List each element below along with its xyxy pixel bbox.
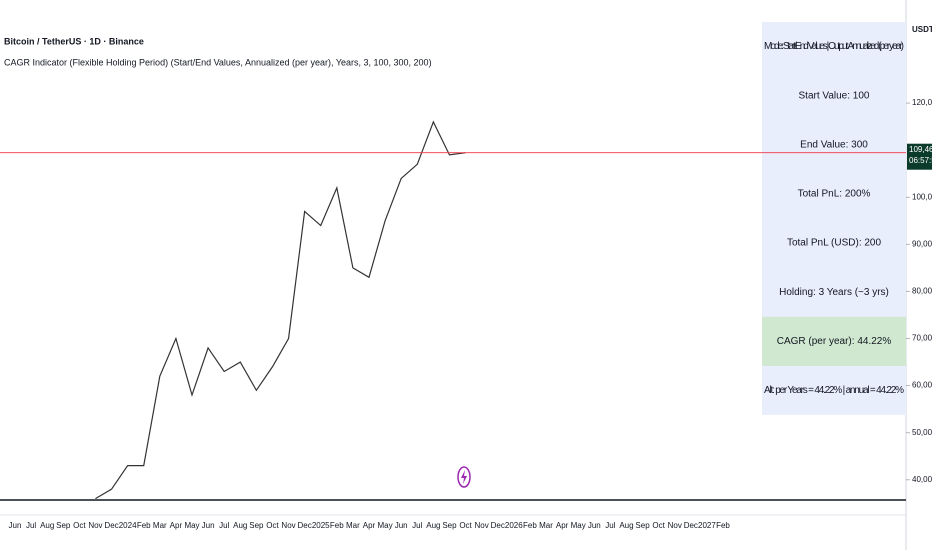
x-tick-label: Dec [491, 521, 505, 530]
y-tick-label: 70,000.00 [912, 334, 932, 343]
x-tick-label: Dec [298, 521, 312, 530]
x-tick-label: Feb [523, 521, 537, 530]
x-tick-label: Sep [442, 521, 457, 530]
countdown: 06:57:56 [909, 156, 932, 165]
x-tick-label: May [571, 521, 586, 530]
x-tick-label: Feb [716, 521, 730, 530]
y-tick-label: 60,000.00 [912, 381, 932, 390]
table-cell: Alt: per Years = 44.22% | annual = 44.22… [764, 385, 904, 396]
x-tick-label: Jul [605, 521, 615, 530]
x-tick-label: Nov [668, 521, 682, 530]
x-tick-label: 2026 [505, 521, 523, 530]
x-tick-label: Jun [9, 521, 22, 530]
x-tick-label: Feb [137, 521, 151, 530]
y-tick-label: 120,000.00 [912, 98, 932, 107]
x-tick-label: May [378, 521, 393, 530]
indicator-title: CAGR Indicator (Flexible Holding Period)… [4, 57, 432, 67]
x-tick-label: Mar [153, 521, 167, 530]
x-tick-label: Jun [395, 521, 408, 530]
lightning-icon[interactable] [457, 466, 471, 488]
x-tick-label: Nov [88, 521, 102, 530]
y-tick-label: 80,000.00 [912, 287, 932, 296]
x-tick-label: Jul [412, 521, 422, 530]
highlight-row [762, 316, 906, 366]
x-tick-label: Aug [40, 521, 54, 530]
x-tick-label: Oct [73, 521, 86, 530]
x-tick-label: Jul [219, 521, 229, 530]
x-tick-label: Mar [346, 521, 360, 530]
x-tick-label: Sep [635, 521, 650, 530]
x-tick-label: Apr [363, 521, 376, 530]
table-cell: Start Value: 100 [799, 90, 870, 101]
table-cell: End Value: 300 [800, 139, 868, 150]
x-tick-label: Feb [330, 521, 344, 530]
table-cell: CAGR (per year): 44.22% [777, 336, 892, 347]
lightning [461, 470, 467, 484]
x-tick-label: Sep [56, 521, 71, 530]
y-tick-label: 50,000.00 [912, 428, 932, 437]
x-tick-label: Dec [104, 521, 118, 530]
x-tick-label: Dec [684, 521, 698, 530]
x-tick-label: Aug [619, 521, 633, 530]
y-tick-label: 40,000.00 [912, 475, 932, 484]
y-tick-label: 90,000.00 [912, 239, 932, 248]
x-tick-label: 2027 [698, 521, 716, 530]
x-tick-label: Jun [202, 521, 215, 530]
last-price-tag [907, 143, 932, 170]
x-tick-label: Oct [266, 521, 279, 530]
currency: USDT [912, 25, 932, 34]
y-tick-label: 100,000.00 [912, 192, 932, 201]
table-cell: Mode: Start/End Values | Output: Annuali… [764, 41, 904, 52]
x-tick-label: Nov [281, 521, 295, 530]
x-tick-label: Aug [426, 521, 440, 530]
x-tick-label: 2024 [119, 521, 137, 530]
table-cell: Total PnL: 200% [798, 189, 871, 200]
price-line [95, 120, 466, 500]
x-tick-label: Jun [588, 521, 601, 530]
x-tick-label: Mar [539, 521, 553, 530]
x-tick-label: Sep [249, 521, 264, 530]
x-tick-label: Jul [26, 521, 36, 530]
x-tick-label: Nov [475, 521, 489, 530]
x-tick-label: Aug [233, 521, 247, 530]
x-tick-label: Apr [556, 521, 569, 530]
x-tick-label: Apr [170, 521, 183, 530]
symbol-title: Bitcoin / TetherUS · 1D · Binance [4, 36, 144, 46]
last-price-label: 109,465.00 [909, 145, 932, 154]
table-cell: Holding: 3 Years (~3 yrs) [779, 287, 889, 298]
x-tick-label: Oct [459, 521, 472, 530]
x-tick-label: 2025 [312, 521, 330, 530]
x-tick-label: Oct [652, 521, 665, 530]
table-cell: Total PnL (USD): 200 [787, 238, 882, 249]
x-tick-label: May [184, 521, 199, 530]
